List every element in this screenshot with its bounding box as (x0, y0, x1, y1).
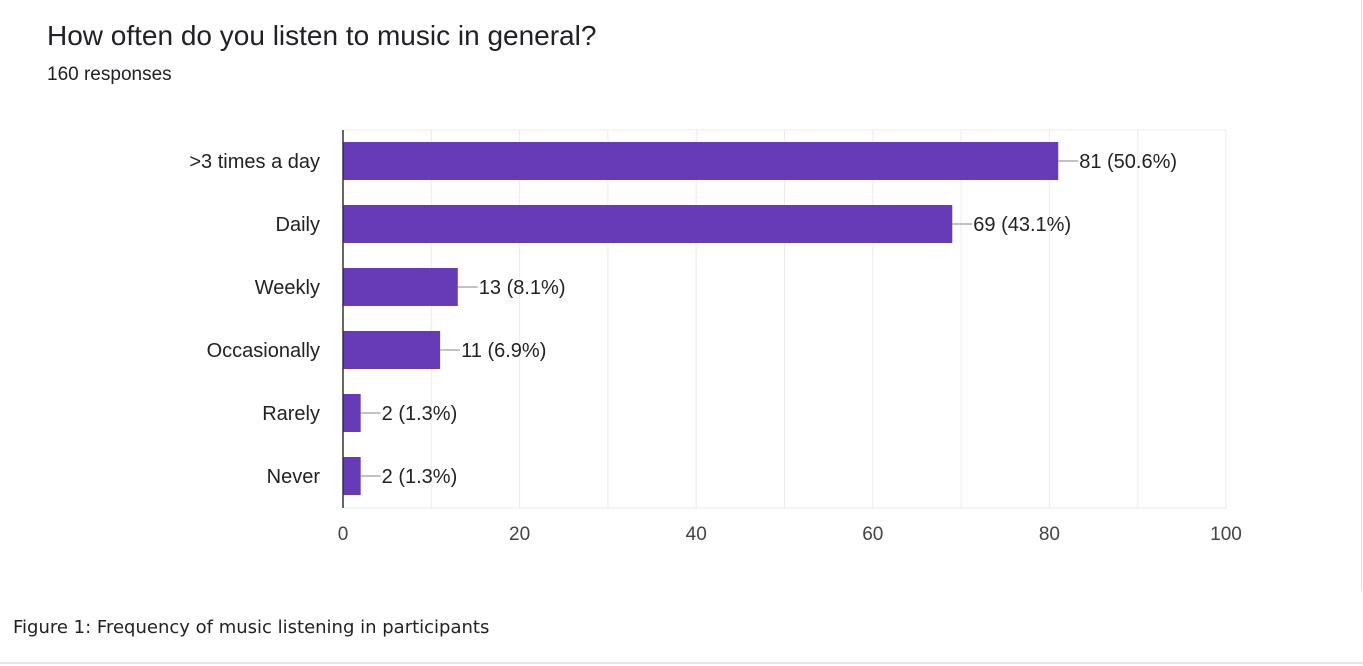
data-label: 2 (1.3%) (382, 403, 458, 425)
bar (343, 394, 361, 432)
response-count: 160 responses (47, 64, 172, 85)
figure-caption: Figure 1: Frequency of music listening i… (13, 617, 490, 638)
question-title: How often do you listen to music in gene… (47, 20, 597, 51)
bar (343, 268, 458, 306)
x-tick-label: 40 (686, 524, 707, 545)
category-label: Daily (276, 214, 320, 236)
data-label: 81 (50.6%) (1079, 151, 1177, 173)
bar (343, 142, 1059, 180)
x-tick-label: 100 (1210, 524, 1242, 545)
x-tick-label: 20 (509, 524, 530, 545)
bar (343, 331, 441, 369)
data-label: 2 (1.3%) (382, 466, 458, 488)
chart-card: How often do you listen to music in gene… (47, 0, 1362, 590)
data-label: 69 (43.1%) (973, 214, 1071, 236)
data-label: 11 (6.9%) (461, 340, 546, 362)
bar (343, 205, 953, 243)
x-tick-label: 60 (862, 524, 883, 545)
data-label: 13 (8.1%) (479, 277, 566, 299)
bar-chart: 0 20 40 60 80 100 >3 times a day 81 (50.6%) Dail… (189, 129, 1242, 545)
category-label: >3 times a day (189, 151, 320, 173)
category-label: Rarely (262, 403, 320, 425)
x-tick-label: 0 (338, 524, 349, 545)
category-label: Occasionally (207, 340, 320, 362)
divider (0, 662, 1363, 664)
x-tick-label: 80 (1039, 524, 1060, 545)
bar (343, 457, 361, 495)
category-label: Never (267, 466, 321, 488)
category-label: Weekly (255, 277, 320, 299)
